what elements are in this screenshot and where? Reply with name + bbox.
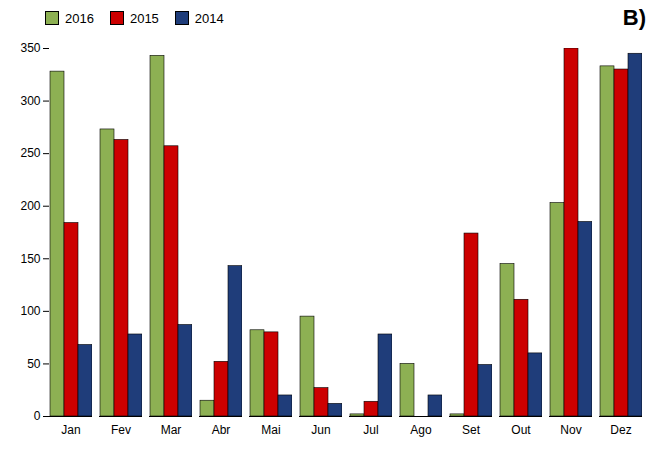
html-text:2015: 2015: [129, 10, 159, 26]
svg-text:Fev: Fev: [111, 423, 131, 437]
svg-text:50: 50: [27, 357, 41, 371]
svg-text:Abr: Abr: [212, 423, 231, 437]
svg-text:Out: Out: [511, 423, 531, 437]
svg-text:Mai: Mai: [261, 423, 280, 437]
svg-text:Jan: Jan: [61, 423, 80, 437]
svg-text:Ago: Ago: [410, 423, 432, 437]
html-text:B): B): [622, 5, 646, 30]
svg-text:200: 200: [20, 199, 40, 213]
svg-text:Nov: Nov: [560, 423, 581, 437]
svg-text:Dez: Dez: [610, 423, 631, 437]
svg-text:300: 300: [20, 94, 40, 108]
svg-text:150: 150: [20, 252, 40, 266]
svg-text:0: 0: [34, 409, 41, 423]
svg-text:Jul: Jul: [363, 423, 378, 437]
svg-text:Jun: Jun: [311, 423, 330, 437]
svg-text:Set: Set: [462, 423, 481, 437]
svg-text:100: 100: [20, 304, 40, 318]
svg-text:250: 250: [20, 146, 40, 160]
svg-text:Mar: Mar: [161, 423, 182, 437]
svg-text:350: 350: [20, 41, 40, 55]
html-text:2014: 2014: [194, 10, 224, 26]
html-text:2016: 2016: [65, 10, 94, 26]
